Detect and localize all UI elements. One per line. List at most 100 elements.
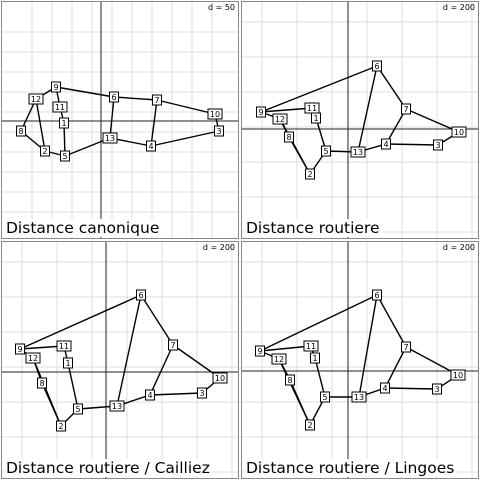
node-label-10: 10 <box>210 110 220 119</box>
node-box-5 <box>60 150 70 162</box>
node-label-2: 2 <box>58 422 63 431</box>
node-label-3: 3 <box>434 385 439 394</box>
node-box-4 <box>381 138 391 150</box>
node-label-8: 8 <box>287 376 292 385</box>
scale-label: d = 200 <box>442 243 475 252</box>
edge-9-11 <box>260 107 313 113</box>
node-label-5: 5 <box>322 393 327 402</box>
node-label-10: 10 <box>453 371 463 380</box>
panel-title: Distance routiere <box>246 219 382 237</box>
node-label-5: 5 <box>62 152 67 161</box>
edge-13-6 <box>357 65 378 153</box>
node-box-6 <box>372 289 382 301</box>
node-label-4: 4 <box>148 142 153 151</box>
edge-9-6 <box>19 294 142 350</box>
node-box-8 <box>37 377 47 389</box>
node-label-6: 6 <box>111 93 116 102</box>
node-box-11 <box>303 340 319 352</box>
edge-7-10 <box>156 99 216 115</box>
node-box-5 <box>321 145 331 157</box>
node-box-9 <box>15 343 25 355</box>
node-box-5 <box>73 403 83 415</box>
panel-lingoes: 1 2 3 4 5 6 7 8 9 10 11 12 13 d = 200 Distance routi… <box>241 241 479 479</box>
scale-label: d = 50 <box>207 3 235 12</box>
node-label-6: 6 <box>374 62 379 71</box>
node-label-7: 7 <box>403 343 408 352</box>
node-label-2: 2 <box>42 147 47 156</box>
edge-8-2 <box>288 136 311 175</box>
node-label-9: 9 <box>17 345 22 354</box>
node-box-11 <box>56 340 72 352</box>
node-label-11: 11 <box>59 342 69 351</box>
node-label-12: 12 <box>28 354 38 363</box>
edge-8-2 <box>41 382 62 427</box>
edges <box>259 294 459 426</box>
node-label-2: 2 <box>307 421 312 430</box>
node-box-10 <box>207 108 223 120</box>
node-box-7 <box>152 94 162 106</box>
node-label-3: 3 <box>199 389 204 398</box>
node-box-9 <box>255 345 265 357</box>
edge-7-10 <box>172 344 221 379</box>
edge-13-6 <box>116 294 142 407</box>
node-box-8 <box>285 374 295 386</box>
panel-title: Distance canonique <box>6 219 162 237</box>
node-box-3 <box>432 383 442 395</box>
node-label-1: 1 <box>312 354 317 363</box>
node-box-10 <box>450 369 466 381</box>
node-label-7: 7 <box>154 96 159 105</box>
node-box-8 <box>284 131 294 143</box>
node-box-5 <box>320 391 330 403</box>
edge-3-4 <box>384 387 438 390</box>
node-label-1: 1 <box>65 359 70 368</box>
node-box-12 <box>272 113 288 125</box>
edge-4-7 <box>385 108 407 145</box>
edge-3-4 <box>385 143 439 146</box>
grid <box>242 2 478 238</box>
node-label-13: 13 <box>354 393 364 402</box>
node-box-2 <box>305 419 315 431</box>
node-box-12 <box>271 353 287 365</box>
node-label-10: 10 <box>454 128 464 137</box>
node-label-2: 2 <box>307 170 312 179</box>
node-label-7: 7 <box>403 105 408 114</box>
node-label-5: 5 <box>323 147 328 156</box>
node-label-7: 7 <box>170 341 175 350</box>
node-label-8: 8 <box>18 127 23 136</box>
panel-routiere: 1 2 3 4 5 6 7 8 9 10 11 12 13 d = 200 Distance routi… <box>241 1 479 239</box>
edge-9-6 <box>55 86 115 98</box>
node-box-10 <box>451 126 467 138</box>
node-box-12 <box>28 93 44 105</box>
node-box-4 <box>145 389 155 401</box>
grid <box>2 2 238 238</box>
node-box-9 <box>51 81 61 93</box>
node-label-6: 6 <box>138 291 143 300</box>
node-box-11 <box>304 102 320 114</box>
node-label-13: 13 <box>105 134 115 143</box>
node-box-2 <box>56 420 66 432</box>
panel-canonique: 1 2 3 4 5 6 7 8 9 10 11 12 13 d = 50 Distance canoni… <box>1 1 239 239</box>
node-box-4 <box>380 382 390 394</box>
edge-2-12 <box>35 98 46 152</box>
node-label-8: 8 <box>39 379 44 388</box>
edge-6-7 <box>113 96 158 101</box>
node-box-9 <box>256 106 266 118</box>
node-box-13 <box>350 146 366 158</box>
edge-3-4 <box>150 130 220 147</box>
node-label-13: 13 <box>112 402 122 411</box>
panel-title: Distance routiere / Cailliez <box>6 459 212 477</box>
node-box-12 <box>25 352 41 364</box>
node-box-3 <box>433 139 443 151</box>
node-box-6 <box>136 289 146 301</box>
panel-cailliez: 1 2 3 4 5 6 7 8 9 10 11 12 13 d = 200 Distance routi… <box>1 241 239 479</box>
node-box-3 <box>197 387 207 399</box>
node-box-10 <box>212 372 228 384</box>
scale-label: d = 200 <box>202 243 235 252</box>
node-label-12: 12 <box>275 115 285 124</box>
